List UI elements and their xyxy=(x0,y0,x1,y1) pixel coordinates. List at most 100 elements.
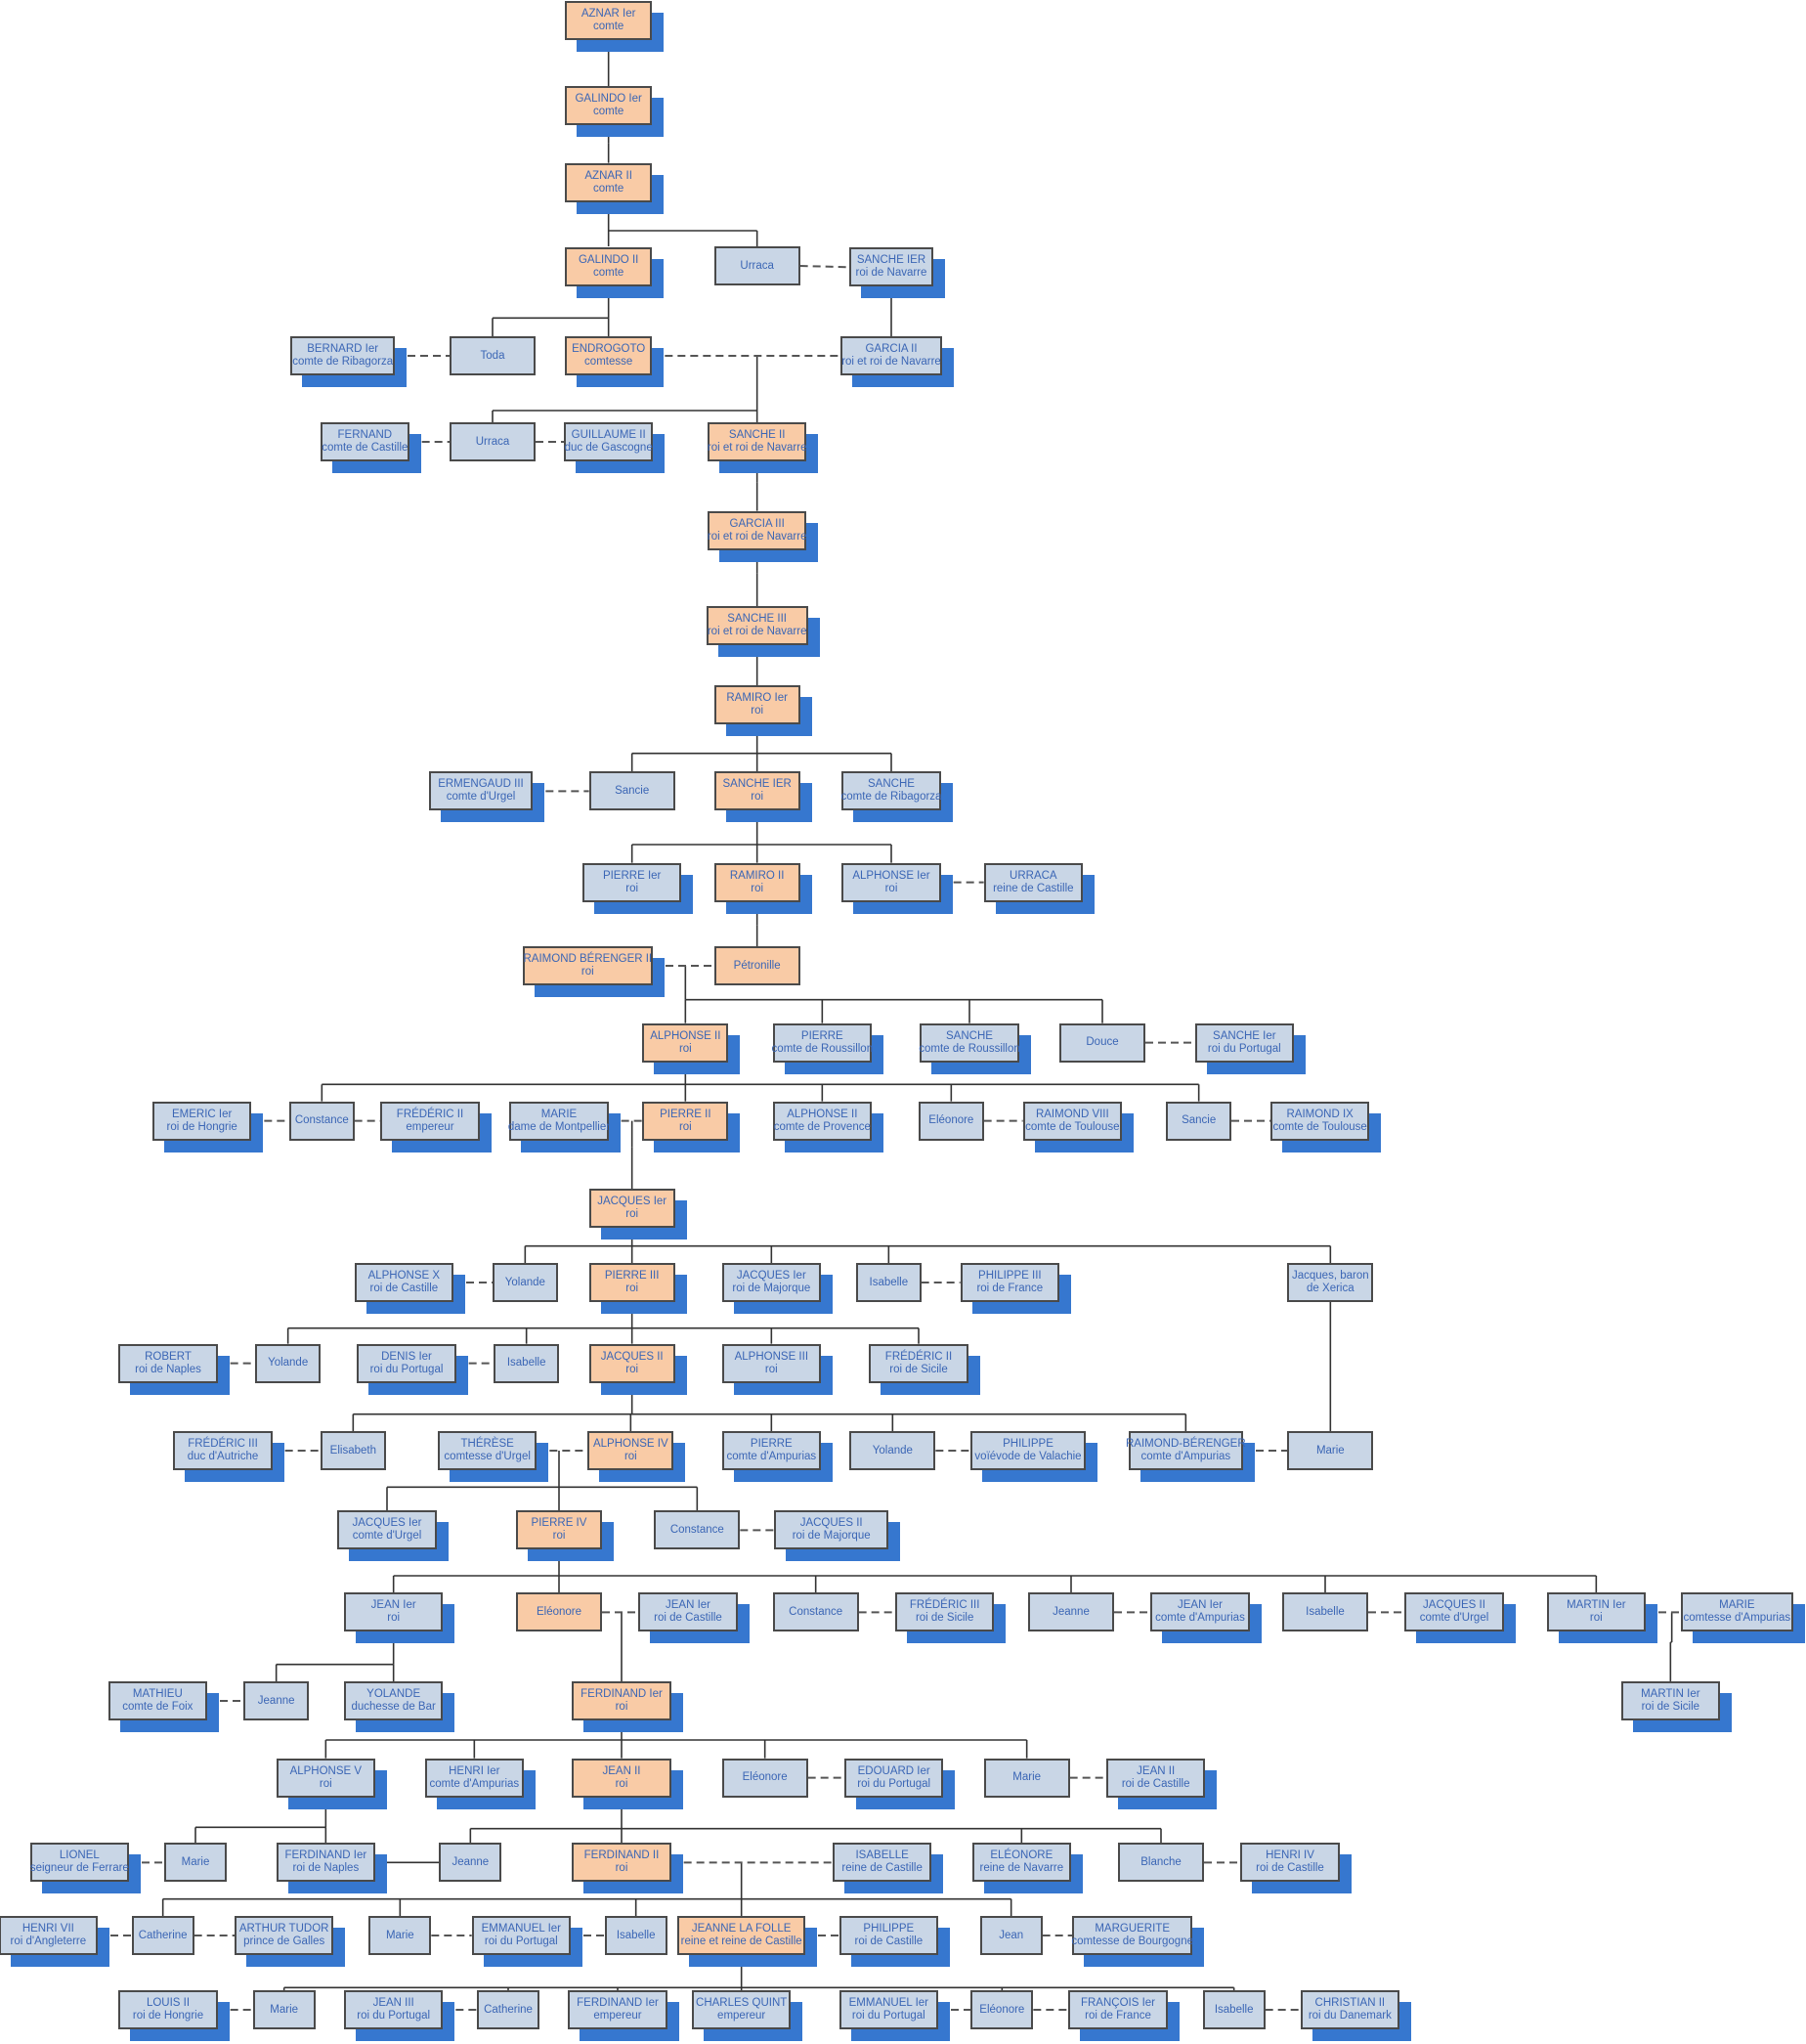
person-node[interactable]: FRANÇOIS Ier roi de France xyxy=(1068,1990,1168,2029)
person-node[interactable]: RAIMOND VIII comte de Toulouse xyxy=(1022,1101,1122,1141)
person-node[interactable]: SANCHE Ier roi du Portugal xyxy=(1194,1022,1294,1063)
person-node[interactable]: FRÉDÉRIC III duc d'Autriche xyxy=(173,1431,273,1470)
person-node[interactable]: JEAN II roi de Castille xyxy=(1106,1758,1206,1798)
person-node[interactable]: JEAN Ier roi de Castille xyxy=(638,1592,738,1632)
person-node[interactable]: PIERRE Ier roi xyxy=(582,862,682,902)
person-node[interactable]: Isabelle xyxy=(1202,1990,1266,2029)
person-node[interactable]: HENRI VII roi d'Angleterre xyxy=(0,1916,98,1955)
person-node[interactable]: Catherine xyxy=(477,1990,539,2029)
person-node[interactable]: JACQUES Ier comte d'Urgel xyxy=(337,1510,437,1550)
person-node[interactable]: PHILIPPE roi de Castille xyxy=(838,1916,938,1955)
person-node[interactable]: SANCHE IER roi de Navarre xyxy=(849,247,933,287)
person-node[interactable]: RAIMOND-BÉRENGER comte d'Ampurias xyxy=(1126,1431,1246,1470)
person-node[interactable]: FRÉDÉRIC II empereur xyxy=(380,1101,480,1141)
person-node[interactable]: RAMIRO Ier roi xyxy=(713,685,800,725)
person-node[interactable]: HENRI Ier comte d'Ampurias xyxy=(424,1758,524,1798)
person-node[interactable]: PHILIPPE voïévode de Valachie xyxy=(970,1431,1086,1470)
person-node[interactable]: Constance xyxy=(654,1510,741,1550)
person-node[interactable]: Jean xyxy=(979,1916,1043,1955)
person-node[interactable]: Elisabeth xyxy=(321,1431,386,1470)
person-node[interactable]: Marie xyxy=(983,1758,1070,1798)
person-node[interactable]: YOLANDE duchesse de Bar xyxy=(344,1681,444,1720)
person-node[interactable]: Eléonore xyxy=(516,1592,602,1632)
person-node[interactable]: ALPHONSE II comte de Provence xyxy=(772,1101,872,1141)
person-node[interactable]: Constance xyxy=(289,1101,355,1141)
person-node[interactable]: Blanche xyxy=(1118,1843,1204,1883)
person-node[interactable]: PHILIPPE III roi de France xyxy=(960,1263,1059,1302)
person-node[interactable]: FERNAND comte de Castille xyxy=(321,422,409,461)
person-node[interactable]: EMMANUEL Ier roi du Portugal xyxy=(471,1916,571,1955)
person-node[interactable]: PIERRE comte de Roussillon xyxy=(772,1022,873,1063)
person-node[interactable]: FERDINAND Ier empereur xyxy=(568,1990,667,2029)
person-node[interactable]: ENDROGOTO comtesse xyxy=(565,336,653,375)
person-node[interactable]: Sancie xyxy=(588,771,675,811)
person-node[interactable]: Isabelle xyxy=(856,1263,922,1302)
person-node[interactable]: AZNAR II comte xyxy=(565,162,653,202)
person-node[interactable]: LOUIS II roi de Hongrie xyxy=(118,1990,218,2029)
person-node[interactable]: Eléonore xyxy=(721,1758,808,1798)
person-node[interactable]: ALPHONSE IV roi xyxy=(587,1431,674,1470)
person-node[interactable]: GARCIA III roi et roi de Navarre xyxy=(708,510,806,550)
person-node[interactable]: JEAN Ier roi xyxy=(344,1592,444,1632)
person-node[interactable]: ALPHONSE Ier roi xyxy=(841,862,941,902)
person-node[interactable]: Urraca xyxy=(713,246,800,285)
person-node[interactable]: Sancie xyxy=(1166,1101,1231,1141)
person-node[interactable]: EDOUARD Ier roi du Portugal xyxy=(844,1758,944,1798)
person-node[interactable]: Jeanne xyxy=(243,1681,309,1720)
person-node[interactable]: JEAN III roi du Portugal xyxy=(344,1990,444,2029)
person-node[interactable]: ERMENGAUD III comte d'Urgel xyxy=(428,771,534,811)
person-node[interactable]: HENRI IV roi de Castille xyxy=(1240,1843,1340,1883)
person-node[interactable]: RAIMOND BÉRENGER II roi xyxy=(522,946,653,985)
person-node[interactable]: MARIE dame de Montpellier xyxy=(508,1101,610,1141)
person-node[interactable]: Urraca xyxy=(450,422,536,461)
person-node[interactable]: JACQUES Ier roi de Majorque xyxy=(721,1263,821,1302)
person-node[interactable]: GUILLAUME II duc de Gascogne xyxy=(564,422,653,461)
person-node[interactable]: Isabelle xyxy=(494,1343,559,1383)
person-node[interactable]: Catherine xyxy=(131,1916,194,1955)
person-node[interactable]: GALINDO II comte xyxy=(565,247,653,287)
person-node[interactable]: RAIMOND IX comte de Toulouse xyxy=(1270,1101,1370,1141)
person-node[interactable]: GALINDO Ier comte xyxy=(565,86,653,125)
person-node[interactable]: Yolande xyxy=(255,1343,321,1383)
person-node[interactable]: Isabelle xyxy=(604,1916,667,1955)
person-node[interactable]: Jeanne xyxy=(1028,1592,1114,1632)
person-node[interactable]: JEAN Ier comte d'Ampurias xyxy=(1150,1592,1250,1632)
person-node[interactable]: SANCHE II roi et roi de Navarre xyxy=(708,422,806,461)
person-node[interactable]: Toda xyxy=(450,336,536,375)
person-node[interactable]: SANCHE IER roi xyxy=(713,771,800,811)
person-node[interactable]: Jeanne xyxy=(439,1843,502,1883)
person-node[interactable]: EMERIC Ier roi de Hongrie xyxy=(152,1101,252,1141)
person-node[interactable]: LIONEL seigneur de Ferrare xyxy=(29,1843,129,1883)
person-node[interactable]: Marie xyxy=(1287,1431,1374,1470)
person-node[interactable]: FRÉDÉRIC III roi de Sicile xyxy=(895,1592,995,1632)
person-node[interactable]: JACQUES II roi xyxy=(588,1343,675,1383)
person-node[interactable]: Yolande xyxy=(849,1431,936,1470)
person-node[interactable]: MARTIN Ier roi de Sicile xyxy=(1620,1681,1720,1720)
person-node[interactable]: MARGUERITE comtesse de Bourgogne xyxy=(1071,1916,1193,1955)
person-node[interactable]: Marie xyxy=(252,1990,316,2029)
person-node[interactable]: CHRISTIAN II roi du Danemark xyxy=(1300,1990,1399,2029)
person-node[interactable]: JACQUES II comte d'Urgel xyxy=(1404,1592,1504,1632)
person-node[interactable]: MARIE comtesse d'Ampurias xyxy=(1681,1592,1793,1632)
person-node[interactable]: URRACA reine de Castille xyxy=(983,862,1083,902)
person-node[interactable]: ALPHONSE III roi xyxy=(721,1343,821,1383)
person-node[interactable]: Eléonore xyxy=(970,1990,1034,2029)
person-node[interactable]: ELÉONORE reine de Navarre xyxy=(971,1843,1071,1883)
person-node[interactable]: FERDINAND Ier roi xyxy=(572,1681,671,1720)
person-node[interactable]: JEANNE LA FOLLE reine et reine de Castill… xyxy=(677,1916,805,1955)
person-node[interactable]: AZNAR Ier comte xyxy=(565,1,653,41)
person-node[interactable]: ROBERT roi de Naples xyxy=(118,1343,218,1383)
person-node[interactable]: DENIS Ier roi du Portugal xyxy=(357,1343,456,1383)
person-node[interactable]: PIERRE III roi xyxy=(588,1263,675,1302)
person-node[interactable]: ISABELLE reine de Castille xyxy=(833,1843,932,1883)
person-node[interactable]: Marie xyxy=(368,1916,432,1955)
person-node[interactable]: MATHIEU comte de Foix xyxy=(108,1681,207,1720)
person-node[interactable]: MARTIN Ier roi xyxy=(1546,1592,1646,1632)
person-node[interactable]: GARCIA II roi et roi de Navarre xyxy=(840,336,942,375)
person-node[interactable]: FRÉDÉRIC II roi de Sicile xyxy=(869,1343,968,1383)
person-node[interactable]: PIERRE IV roi xyxy=(516,1510,602,1550)
person-node[interactable]: JACQUES II roi de Majorque xyxy=(774,1510,889,1550)
person-node[interactable]: CHARLES QUINT empereur xyxy=(692,1990,792,2029)
